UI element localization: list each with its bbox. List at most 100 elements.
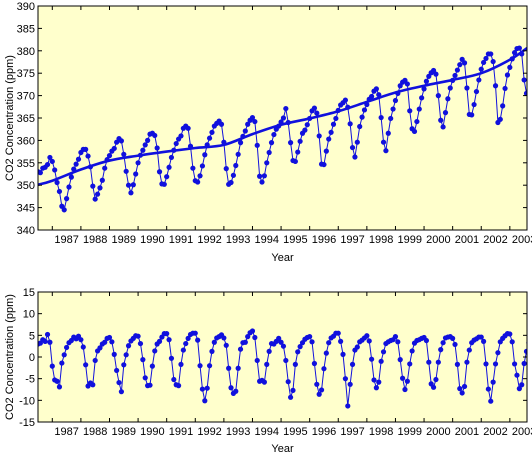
y-tick-label: 5 xyxy=(29,330,35,342)
data-point xyxy=(130,182,136,188)
x-tick-label: 1993 xyxy=(226,426,250,438)
data-point xyxy=(204,385,210,391)
data-point xyxy=(171,376,177,383)
data-point xyxy=(430,384,437,390)
data-point xyxy=(197,363,203,369)
x-tick-label: 1988 xyxy=(83,426,107,438)
data-point xyxy=(230,172,236,178)
x-tick-label: 1990 xyxy=(140,426,164,438)
data-point xyxy=(452,72,458,79)
data-point xyxy=(97,345,103,351)
data-point xyxy=(38,170,43,176)
data-point xyxy=(283,105,289,112)
x-tick-label: 1987 xyxy=(54,426,78,438)
data-point xyxy=(280,343,287,349)
data-point xyxy=(316,391,322,397)
data-point xyxy=(504,72,511,78)
data-point xyxy=(461,60,468,66)
data-point xyxy=(373,86,379,92)
x-tick-label: 2003 xyxy=(512,234,532,246)
data-point xyxy=(223,166,229,172)
data-point xyxy=(199,163,206,169)
x-tick-label: 1997 xyxy=(340,426,364,438)
data-point xyxy=(452,341,458,348)
data-point xyxy=(61,207,67,213)
data-point xyxy=(492,361,499,367)
data-point xyxy=(211,339,217,345)
data-point xyxy=(92,357,98,364)
data-point xyxy=(328,129,334,135)
data-point xyxy=(292,158,298,165)
x-tick-label: 1991 xyxy=(169,426,193,438)
data-point xyxy=(252,118,258,125)
data-point xyxy=(495,350,501,356)
data-point xyxy=(311,360,318,367)
data-point xyxy=(369,93,375,100)
data-point xyxy=(47,154,53,161)
data-point xyxy=(326,136,332,142)
x-tick-label: 1999 xyxy=(398,234,422,246)
data-point xyxy=(302,127,308,133)
data-point xyxy=(469,112,475,118)
data-point xyxy=(285,379,291,385)
data-point xyxy=(142,142,148,148)
data-point xyxy=(485,386,491,392)
data-point xyxy=(380,349,387,355)
data-point xyxy=(373,385,379,391)
data-point xyxy=(342,376,348,382)
data-point xyxy=(252,334,258,341)
y-tick-label: -15 xyxy=(19,417,35,429)
x-tick-label: 2001 xyxy=(455,234,479,246)
y-axis-label: CO2 Concentration (ppm) xyxy=(4,294,16,420)
data-point xyxy=(321,366,327,372)
data-point xyxy=(202,152,208,158)
y-tick-label: 15 xyxy=(23,287,35,299)
data-point xyxy=(340,351,346,357)
data-point xyxy=(359,114,365,120)
x-tick-label: 1996 xyxy=(312,234,336,246)
data-point xyxy=(64,344,70,351)
data-point xyxy=(49,363,55,369)
data-point xyxy=(156,169,163,175)
y-tick-label: 355 xyxy=(17,158,35,170)
x-tick-label: 2003 xyxy=(512,426,532,438)
data-point xyxy=(206,135,213,141)
y-tick-label: 10 xyxy=(23,309,35,321)
x-tick-label: 2000 xyxy=(426,234,450,246)
data-point xyxy=(354,139,360,145)
x-tick-label: 1995 xyxy=(283,426,307,438)
data-point xyxy=(490,58,496,65)
data-point xyxy=(464,359,470,365)
data-point xyxy=(314,381,320,387)
data-point xyxy=(433,71,439,77)
x-tick-label: 1989 xyxy=(112,234,136,246)
data-point xyxy=(349,361,356,367)
data-point xyxy=(297,138,303,144)
data-point xyxy=(383,148,389,154)
data-point xyxy=(242,128,248,134)
y-tick-label: 340 xyxy=(17,225,35,237)
data-point xyxy=(459,390,465,396)
data-point xyxy=(235,151,241,157)
data-point xyxy=(173,140,179,147)
x-tick-label: 2000 xyxy=(426,426,450,438)
data-point xyxy=(483,55,489,62)
data-point xyxy=(376,379,382,385)
data-point xyxy=(152,348,158,354)
data-point xyxy=(287,140,294,146)
data-point xyxy=(378,358,384,364)
data-point xyxy=(92,196,98,202)
data-point xyxy=(338,338,344,344)
data-point xyxy=(523,348,527,354)
data-point xyxy=(318,387,325,393)
y-tick-label: 370 xyxy=(17,91,35,103)
data-point xyxy=(402,386,408,393)
data-point xyxy=(47,339,53,345)
data-point xyxy=(500,103,506,109)
data-point xyxy=(509,339,515,345)
data-point xyxy=(66,184,72,190)
data-point xyxy=(135,333,141,339)
data-point xyxy=(85,153,91,159)
data-point xyxy=(140,147,146,153)
data-point xyxy=(118,389,124,395)
